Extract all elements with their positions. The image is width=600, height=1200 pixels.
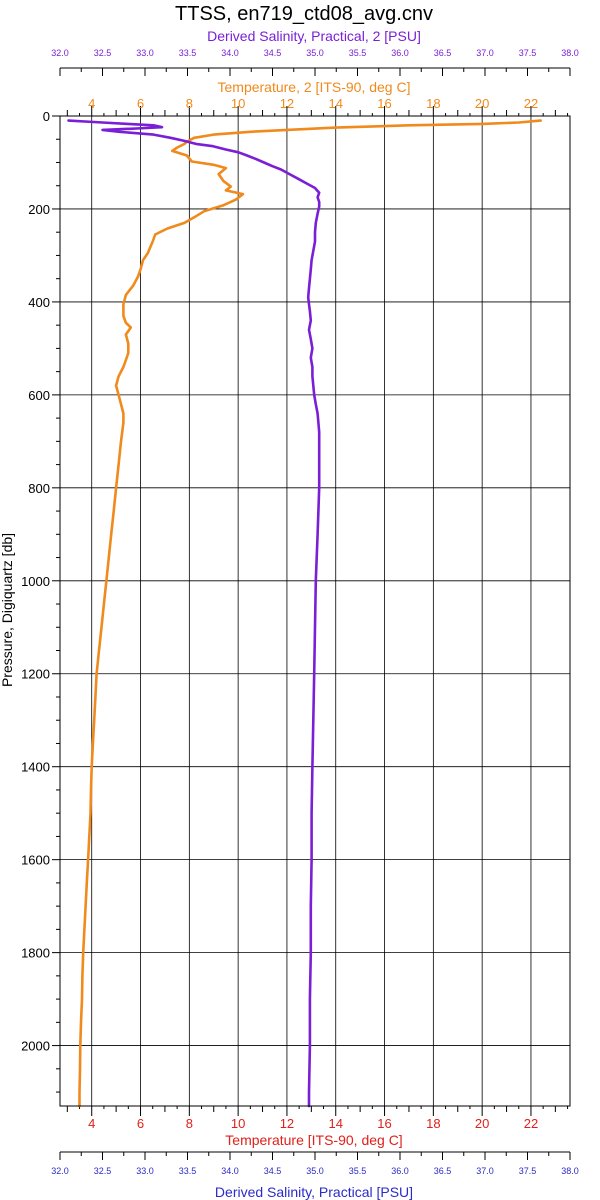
top-salinity-axis-tick-label: 36.5 xyxy=(434,48,452,58)
y-tick-label: 800 xyxy=(28,481,50,496)
bottom-temperature-axis-tick-label: 16 xyxy=(377,1116,391,1131)
top-temperature-axis-tick-label: 12 xyxy=(280,96,294,111)
bottom-temperature-axis-tick-label: 12 xyxy=(280,1116,294,1131)
y-tick-label: 1600 xyxy=(21,853,50,868)
chart-title: TTSS, en719_ctd08_avg.cnv xyxy=(175,3,433,25)
top-temperature-axis-tick-label: 22 xyxy=(524,96,538,111)
bottom-temperature-axis-tick-label: 20 xyxy=(475,1116,489,1131)
y-tick-label: 400 xyxy=(28,295,50,310)
top-temperature-axis-tick-label: 8 xyxy=(186,96,193,111)
bottom-salinity-axis-tick-label: 35.0 xyxy=(306,1166,324,1176)
top-salinity-axis-tick-label: 32.5 xyxy=(94,48,112,58)
bottom-temperature-axis-title: Temperature [ITS-90, deg C] xyxy=(225,1132,402,1148)
salinity-series-line xyxy=(67,119,321,1108)
top-temperature-axis-tick-label: 6 xyxy=(137,96,144,111)
top-salinity-axis-tick-label: 37.5 xyxy=(519,48,537,58)
top-temperature-axis-tick-label: 10 xyxy=(231,96,245,111)
plot-frame xyxy=(59,115,571,1107)
y-tick-label: 200 xyxy=(28,202,50,217)
top-temperature-axis-tick-label: 14 xyxy=(329,96,343,111)
bottom-temperature-axis-tick-label: 14 xyxy=(329,1116,343,1131)
y-axis-title: Pressure, Digiquartz [db] xyxy=(0,533,15,687)
bottom-salinity-axis-tick-label: 33.5 xyxy=(179,1166,197,1176)
top-salinity-axis-tick-label: 36.0 xyxy=(391,48,409,58)
top-salinity-axis-tick-label: 34.0 xyxy=(221,48,239,58)
bottom-salinity-axis-tick-label: 34.5 xyxy=(264,1166,282,1176)
top-temperature-axis-tick-label: 4 xyxy=(88,96,95,111)
y-tick-label: 600 xyxy=(28,388,50,403)
top-salinity-axis-tick-label: 38.0 xyxy=(561,48,579,58)
top-salinity-axis-tick-label: 33.0 xyxy=(136,48,154,58)
y-tick-label: 0 xyxy=(43,109,50,124)
y-tick-label: 1400 xyxy=(21,760,50,775)
top-salinity-axis-tick-label: 35.0 xyxy=(306,48,324,58)
axes: 0 200 400 600 800 1000 1200 1400 1600 1800 2000 32.… xyxy=(21,48,579,1176)
bottom-salinity-axis-tick-label: 37.0 xyxy=(476,1166,494,1176)
top-temperature-axis-tick-label: 18 xyxy=(426,96,440,111)
top-salinity-axis-tick-label: 33.5 xyxy=(179,48,197,58)
y-tick-label: 2000 xyxy=(21,1039,50,1054)
top-temperature-axis-tick-label: 16 xyxy=(377,96,391,111)
bottom-salinity-axis-tick-label: 36.0 xyxy=(391,1166,409,1176)
series xyxy=(67,119,543,1108)
bottom-salinity-axis-tick-label: 32.0 xyxy=(51,1166,69,1176)
y-tick-label: 1800 xyxy=(21,946,50,961)
top-salinity-axis-tick-label: 34.5 xyxy=(264,48,282,58)
bottom-temperature-axis-tick-label: 10 xyxy=(231,1116,245,1131)
bottom-salinity-axis-tick-label: 36.5 xyxy=(434,1166,452,1176)
bottom-temperature-axis-tick-label: 4 xyxy=(88,1116,95,1131)
top-salinity-axis-tick-label: 37.0 xyxy=(476,48,494,58)
bottom-salinity-axis-tick-label: 34.0 xyxy=(221,1166,239,1176)
bottom-salinity-axis-tick-label: 32.5 xyxy=(94,1166,112,1176)
bottom-salinity-axis-tick-label: 38.0 xyxy=(561,1166,579,1176)
bottom-salinity-axis-tick-label: 33.0 xyxy=(136,1166,154,1176)
top-temperature-axis-tick-label: 20 xyxy=(475,96,489,111)
bottom-temperature-axis-tick-label: 6 xyxy=(137,1116,144,1131)
top-salinity-axis-tick-label: 32.0 xyxy=(51,48,69,58)
bottom-salinity-axis-title: Derived Salinity, Practical [PSU] xyxy=(215,1184,413,1200)
bottom-salinity-axis-tick-label: 35.5 xyxy=(349,1166,367,1176)
top-salinity-axis-tick-label: 35.5 xyxy=(349,48,367,58)
top-salinity-axis-title: Derived Salinity, Practical, 2 [PSU] xyxy=(207,28,421,44)
top-temperature-axis-title: Temperature, 2 [ITS-90, deg C] xyxy=(218,79,411,95)
bottom-temperature-axis-tick-label: 18 xyxy=(426,1116,440,1131)
temperature-series-line xyxy=(78,119,543,1108)
bottom-temperature-axis-tick-label: 22 xyxy=(524,1116,538,1131)
bottom-salinity-axis-tick-label: 37.5 xyxy=(519,1166,537,1176)
y-tick-label: 1000 xyxy=(21,574,50,589)
bottom-temperature-axis-tick-label: 8 xyxy=(186,1116,193,1131)
y-tick-label: 1200 xyxy=(21,667,50,682)
